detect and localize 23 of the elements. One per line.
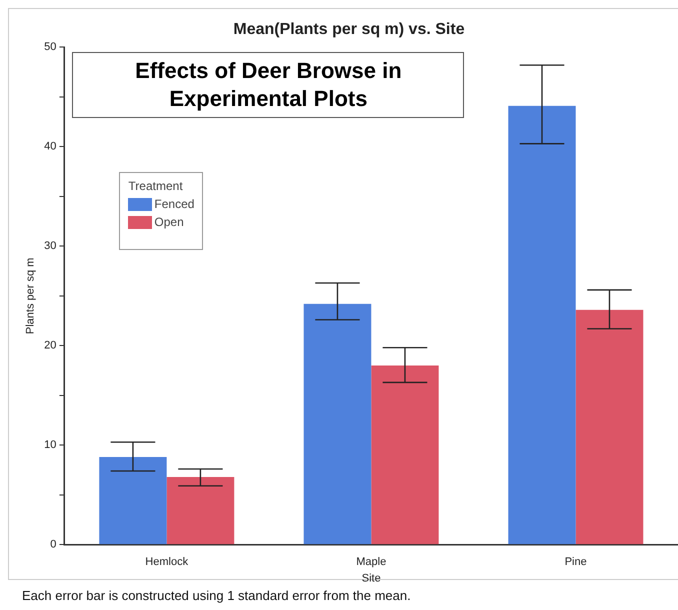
x-tick-label: Pine (564, 556, 587, 568)
legend-title: Treatment (128, 179, 184, 194)
bar (576, 310, 644, 544)
y-tick-label: 20 (44, 340, 56, 352)
bar (304, 304, 372, 544)
x-tick-label: Maple (356, 556, 386, 568)
bar (508, 106, 576, 544)
y-tick-label: 10 (44, 439, 56, 452)
x-tick-label: Hemlock (145, 556, 189, 568)
y-tick-label: 0 (50, 538, 56, 551)
x-axis-title: Site (362, 572, 381, 584)
y-tick-label: 30 (44, 240, 56, 252)
text: Each error bar is constructed using 1 standard error from the mean. (22, 588, 411, 603)
bar (99, 457, 167, 544)
y-axis-title: Plants per sq m (24, 258, 37, 334)
bar (166, 476, 234, 544)
legend-label: Fenced (154, 197, 194, 212)
title-box: Effects of Deer Browse in Experimental Plots (72, 52, 464, 118)
bar (371, 366, 439, 544)
chart-title: Mean(Plants per sq m) vs. Site (233, 21, 465, 38)
y-tick-label: 50 (44, 41, 56, 54)
y-tick-label: 40 (44, 140, 56, 153)
legend-label: Open (154, 215, 184, 230)
